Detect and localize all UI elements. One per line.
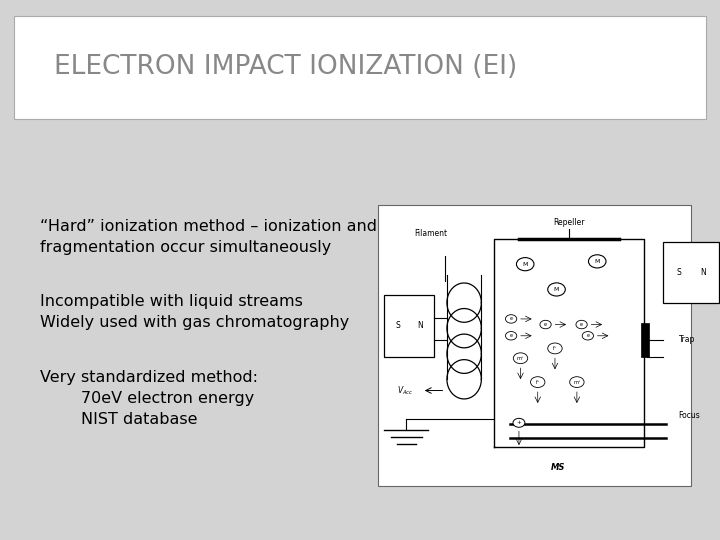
Text: MS: MS: [551, 463, 565, 472]
Text: f⁺: f⁺: [553, 346, 557, 351]
Text: +: +: [516, 420, 521, 426]
Text: “Hard” ionization method – ionization and
fragmentation occur simultaneously: “Hard” ionization method – ionization an…: [40, 219, 377, 255]
Circle shape: [540, 320, 552, 329]
Circle shape: [576, 320, 588, 329]
Text: S: S: [396, 321, 400, 330]
Text: e: e: [544, 322, 547, 327]
Text: e: e: [510, 333, 513, 338]
Text: e: e: [510, 316, 513, 321]
Text: Magnet: Magnet: [679, 246, 708, 255]
Text: e: e: [580, 322, 583, 327]
Text: Trap: Trap: [679, 335, 695, 345]
Text: M: M: [523, 262, 528, 267]
Circle shape: [513, 418, 525, 427]
Bar: [378, 205, 691, 486]
Text: S: S: [676, 268, 681, 277]
Text: N: N: [701, 268, 706, 277]
Text: Incompatible with liquid streams
Widely used with gas chromatography: Incompatible with liquid streams Widely …: [40, 294, 349, 330]
Text: ELECTRON IMPACT IONIZATION (EI): ELECTRON IMPACT IONIZATION (EI): [54, 55, 517, 80]
Text: Filament: Filament: [415, 229, 448, 238]
Text: $V_{Acc}$: $V_{Acc}$: [397, 384, 413, 397]
Text: M: M: [554, 287, 559, 292]
Circle shape: [516, 258, 534, 271]
Circle shape: [588, 255, 606, 268]
Text: Very standardized method:
        70eV electron energy
        NIST database: Very standardized method: 70eV electron …: [40, 370, 258, 427]
Circle shape: [548, 283, 565, 296]
Circle shape: [582, 332, 593, 340]
Circle shape: [505, 332, 517, 340]
Bar: [14, 16, 706, 119]
Text: m⁺: m⁺: [573, 380, 580, 384]
Bar: [641, 323, 649, 357]
Circle shape: [513, 353, 528, 363]
Text: N: N: [418, 321, 423, 330]
Circle shape: [505, 315, 517, 323]
Text: m⁺: m⁺: [517, 356, 524, 361]
Circle shape: [531, 377, 545, 388]
Bar: [663, 242, 719, 303]
Text: f⁺: f⁺: [536, 380, 540, 384]
Text: M: M: [595, 259, 600, 264]
Bar: [384, 295, 434, 357]
Circle shape: [548, 343, 562, 354]
Circle shape: [570, 377, 584, 388]
Text: Repeller: Repeller: [553, 218, 585, 227]
Text: Focus: Focus: [679, 411, 701, 420]
Text: e: e: [586, 333, 590, 338]
